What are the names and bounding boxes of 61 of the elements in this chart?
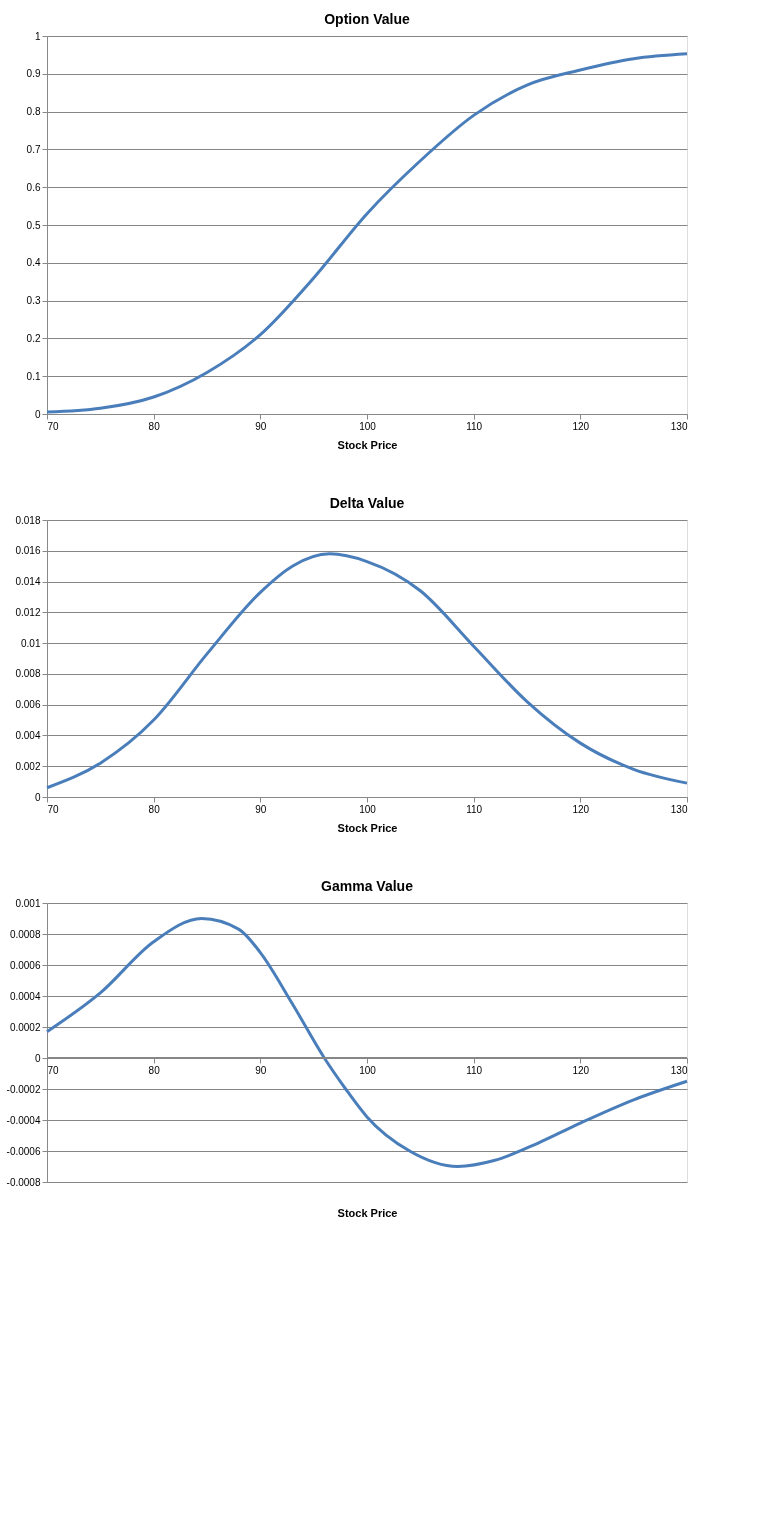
y-tick-label: 0.0006 [9, 959, 41, 971]
x-tick-label: 110 [466, 803, 483, 815]
y-tick-label: 0.3 [26, 295, 41, 307]
y-tick-label: 0.2 [26, 332, 41, 344]
x-tick-label: 120 [572, 1064, 590, 1076]
chart-title: Gamma Value [321, 878, 414, 894]
y-tick-label: 0.018 [15, 514, 41, 526]
y-tick-label: -0.0008 [6, 1176, 41, 1188]
chart-title: Delta Value [329, 495, 405, 511]
y-tick-label: -0.0006 [6, 1145, 41, 1157]
x-axis-title: Stock Price [337, 438, 398, 451]
line-series [45, 917, 689, 1168]
y-tick-label: 1 [34, 30, 41, 42]
y-tick-label: 0.01 [21, 637, 41, 649]
y-tick-label: 0.0002 [9, 1021, 41, 1033]
x-tick-label: 120 [572, 420, 590, 432]
y-tick-label: 0.016 [15, 545, 41, 557]
y-tick-label: 0.0004 [9, 990, 41, 1002]
x-tick-label: 100 [359, 420, 377, 432]
y-tick-label: 0 [34, 1052, 41, 1064]
x-tick-label: 100 [359, 1064, 377, 1076]
line-series [45, 52, 689, 414]
x-tick-label: 70 [47, 1064, 60, 1076]
y-tick-label: 0.1 [26, 370, 41, 382]
y-tick-label: 0.008 [15, 668, 41, 680]
x-tick-label: 110 [466, 420, 483, 432]
y-tick-label: 0.8 [26, 106, 41, 118]
x-tick-label: 130 [670, 420, 688, 432]
x-tick-label: 70 [47, 420, 60, 432]
x-tick-label: 120 [572, 803, 590, 815]
y-tick-label: -0.0004 [6, 1114, 41, 1126]
y-tick-label: 0 [34, 791, 41, 803]
y-tick-label: 0.5 [26, 219, 41, 231]
y-tick-label: 0.004 [15, 729, 41, 741]
x-tick-label: 80 [148, 803, 161, 815]
y-tick-label: 0.012 [15, 606, 41, 618]
x-tick-label: 100 [359, 803, 377, 815]
x-tick-label: 130 [670, 1064, 688, 1076]
line-series [45, 552, 689, 790]
y-tick-label: 0.002 [15, 760, 41, 772]
y-tick-label: 0.6 [26, 181, 41, 193]
y-tick-label: 0 [34, 408, 41, 420]
y-tick-label: 0.0008 [9, 928, 41, 940]
x-tick-label: 80 [148, 420, 161, 432]
y-tick-label: 0.9 [26, 68, 41, 80]
chart-title: Option Value [324, 11, 410, 27]
x-tick-label: 90 [255, 1064, 267, 1076]
y-tick-label: 0.7 [26, 143, 41, 155]
x-tick-label: 110 [466, 1064, 483, 1076]
x-tick-label: 70 [47, 803, 60, 815]
x-axis-title: Stock Price [337, 821, 398, 834]
y-tick-label: 0.001 [15, 897, 41, 909]
y-tick-label: 0.006 [15, 699, 41, 711]
y-tick-label: -0.0002 [6, 1083, 41, 1095]
y-tick-label: 0.014 [15, 576, 41, 588]
x-tick-label: 80 [148, 1064, 161, 1076]
x-axis-title: Stock Price [337, 1206, 398, 1219]
x-tick-label: 130 [670, 803, 688, 815]
y-tick-label: 0.4 [26, 257, 41, 269]
x-tick-label: 90 [255, 420, 267, 432]
x-tick-label: 90 [255, 803, 267, 815]
